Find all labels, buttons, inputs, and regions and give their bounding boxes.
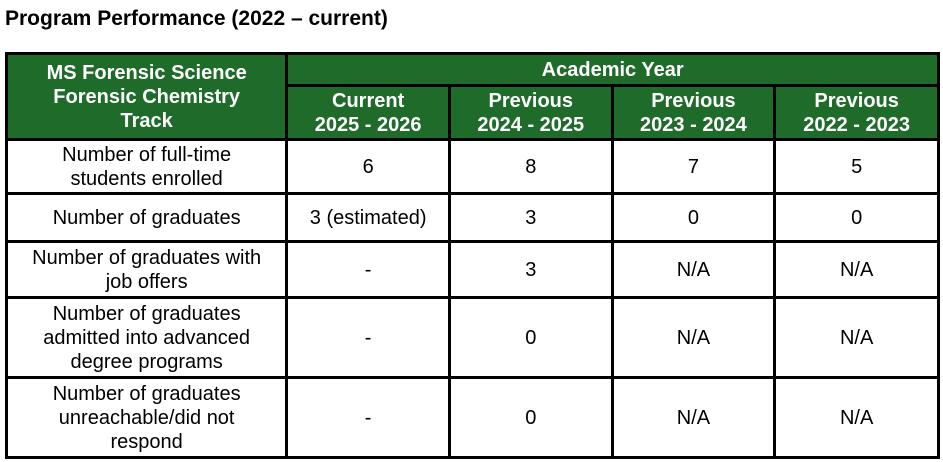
academic-year-header: Academic Year: [285, 51, 940, 88]
column-header: Previous 2023 - 2024: [610, 84, 777, 141]
row-label: Number of graduates admitted into advanc…: [4, 296, 289, 379]
table-cell: 3 (estimated): [285, 192, 451, 243]
column-header: Current 2025 - 2026: [285, 84, 451, 141]
corner-line: MS Forensic Science: [46, 61, 247, 84]
table-row: Number of full-time students enrolled 6 …: [4, 138, 940, 195]
table-cell: N/A: [610, 296, 777, 379]
row-label-line: admitted into advanced: [43, 326, 251, 349]
table-row: Number of graduates admitted into advanc…: [4, 296, 940, 379]
row-label-line: Number of graduates: [52, 302, 241, 325]
table-cell: N/A: [773, 240, 940, 299]
table-row: Number of graduates with job offers - 3 …: [4, 240, 940, 299]
row-label-line: Number of graduates with: [32, 246, 262, 269]
program-performance-table: MS Forensic Science Forensic Chemistry T…: [4, 51, 940, 459]
column-header-line1: Previous: [488, 89, 574, 112]
row-label-line: job offers: [105, 270, 188, 293]
row-label: Number of graduates with job offers: [4, 240, 289, 299]
corner-line: Forensic Chemistry: [53, 85, 241, 108]
table-cell: 7: [610, 138, 777, 195]
row-label: Number of graduates unreachable/did not …: [4, 376, 289, 459]
column-header-line1: Previous: [814, 89, 899, 112]
column-header: Previous 2024 - 2025: [447, 84, 614, 141]
corner-header: MS Forensic Science Forensic Chemistry T…: [4, 52, 289, 141]
row-label-line: degree programs: [70, 350, 223, 373]
table-cell: 6: [285, 138, 451, 195]
table-cell: 3: [447, 240, 614, 299]
row-label-line: Number of graduates: [52, 382, 241, 405]
row-label: Number of graduates: [4, 192, 289, 243]
table-cell: N/A: [610, 376, 777, 459]
column-header-line2: 2025 - 2026: [314, 113, 422, 136]
row-label: Number of full-time students enrolled: [4, 138, 289, 195]
table-cell: -: [285, 296, 451, 379]
table-cell: 8: [447, 138, 614, 195]
table-cell: -: [285, 376, 451, 459]
column-header-line2: 2024 - 2025: [477, 113, 585, 136]
row-label-line: unreachable/did not: [58, 406, 235, 429]
row-label-line: respond: [110, 430, 183, 453]
table-cell: -: [285, 240, 451, 299]
row-label-line: Number of graduates: [52, 206, 241, 229]
table-cell: N/A: [773, 376, 940, 459]
row-label-line: students enrolled: [70, 167, 223, 190]
table-cell: 3: [447, 192, 614, 243]
table-cell: N/A: [610, 240, 777, 299]
column-header-line2: 2022 - 2023: [803, 113, 911, 136]
table-row: Number of graduates 3 (estimated) 3 0 0: [4, 192, 940, 243]
column-header-line2: 2023 - 2024: [640, 113, 747, 136]
table-cell: 0: [447, 376, 614, 459]
page-title: Program Performance (2022 – current): [5, 7, 388, 30]
table-cell: 0: [447, 296, 614, 379]
table-cell: N/A: [773, 296, 940, 379]
table-row: Number of graduates unreachable/did not …: [4, 376, 940, 459]
header-row-group: MS Forensic Science Forensic Chemistry T…: [4, 51, 940, 141]
table-cell: 0: [773, 192, 940, 243]
table-cell: 0: [610, 192, 777, 243]
column-header-line1: Previous: [651, 89, 736, 112]
header-row-years: Current 2025 - 2026 Previous 2024 - 2025…: [7, 84, 940, 141]
table-cell: 5: [773, 138, 940, 195]
row-label-line: Number of full-time: [62, 143, 232, 166]
column-header: Previous 2022 - 2023: [773, 84, 940, 141]
column-header-line1: Current: [332, 89, 405, 112]
corner-line: Track: [120, 109, 173, 132]
